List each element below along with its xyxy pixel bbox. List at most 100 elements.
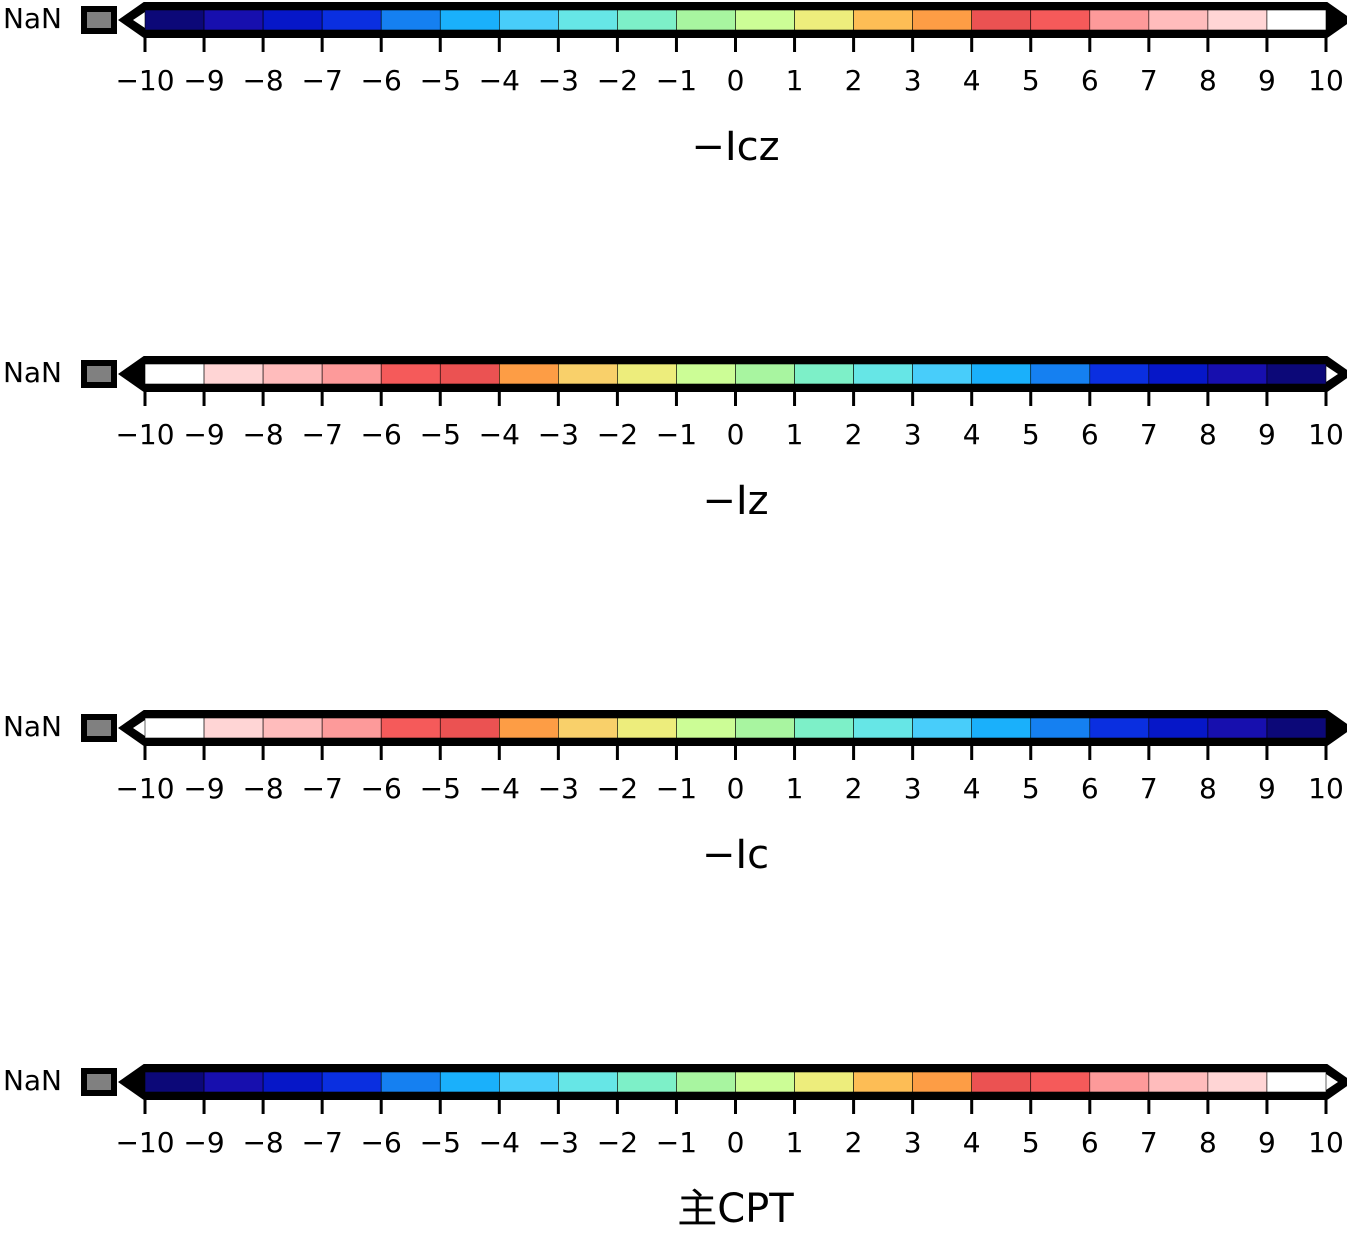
color-cell: [1266, 1071, 1327, 1093]
tick-label: 3: [904, 1126, 922, 1159]
color-cell: [1266, 9, 1327, 31]
color-cell: [735, 363, 795, 385]
right-triangle: [1326, 366, 1338, 382]
tick-label: 4: [963, 64, 981, 97]
color-cell: [676, 1071, 736, 1093]
color-cell: [617, 363, 677, 385]
tick-label: 7: [1140, 772, 1158, 805]
color-cell: [676, 717, 736, 739]
tick-label: 5: [1022, 418, 1040, 451]
color-cell: [1207, 717, 1268, 739]
color-cell: [1148, 9, 1209, 31]
tick-label: −10: [115, 772, 174, 805]
color-cell: [498, 363, 559, 385]
tick-label: 9: [1258, 418, 1276, 451]
tick-label: 6: [1081, 64, 1099, 97]
color-cell: [321, 363, 382, 385]
color-cell: [1207, 363, 1268, 385]
color-cell: [1089, 1071, 1150, 1093]
tick-label: −9: [183, 1126, 224, 1159]
color-cell: [1030, 363, 1091, 385]
left-triangle: [133, 12, 145, 28]
color-cell: [203, 717, 264, 739]
color-cell: [912, 9, 973, 31]
tick-label: −7: [302, 418, 343, 451]
tick-label: −6: [361, 1126, 402, 1159]
tick-label: 7: [1140, 418, 1158, 451]
color-cell: [971, 1071, 1032, 1093]
color-cell: [1266, 717, 1327, 739]
color-cell: [439, 717, 500, 739]
color-cell: [558, 717, 618, 739]
color-cell: [321, 1071, 382, 1093]
color-cell: [1089, 363, 1150, 385]
color-cell: [380, 363, 441, 385]
tick-label: −1: [656, 772, 697, 805]
color-cell: [912, 1071, 973, 1093]
colorbar-title: −Ic: [702, 832, 769, 878]
color-cell: [380, 9, 441, 31]
tick-label: −2: [597, 418, 638, 451]
color-cell: [558, 1071, 618, 1093]
tick-label: 5: [1022, 772, 1040, 805]
tick-label: −5: [420, 64, 461, 97]
tick-label: −4: [479, 64, 520, 97]
color-cell: [144, 363, 205, 385]
color-cell: [1207, 9, 1268, 31]
tick-label: 6: [1081, 1126, 1099, 1159]
tick-label: −2: [597, 772, 638, 805]
nan-label: NaN: [3, 2, 62, 35]
color-cell: [794, 717, 854, 739]
tick-label: −6: [361, 772, 402, 805]
colorbar-3: NaN−10 −9 −8 −7 −6 −5 −4 −3 −2 −1 0 1 2 3 4 5 6 7 8 9 10−Ic: [3, 710, 1347, 878]
colorbar-title: −Iz: [702, 478, 768, 524]
color-cell: [794, 9, 854, 31]
color-cell: [1148, 1071, 1209, 1093]
tick-label: 0: [727, 64, 745, 97]
color-cell: [203, 9, 264, 31]
tick-label: −3: [538, 64, 579, 97]
tick-label: 4: [963, 772, 981, 805]
color-cell: [735, 717, 795, 739]
color-cell: [321, 9, 382, 31]
tick-label: 8: [1199, 1126, 1217, 1159]
tick-label: 9: [1258, 64, 1276, 97]
color-cell: [912, 363, 973, 385]
colorbar-title: 主CPT: [677, 1186, 794, 1232]
tick-label: 6: [1081, 418, 1099, 451]
color-cell: [1148, 363, 1209, 385]
tick-label: 5: [1022, 64, 1040, 97]
tick-label: 3: [904, 64, 922, 97]
tick-label: 4: [963, 1126, 981, 1159]
tick-label: −8: [242, 418, 283, 451]
tick-label: −8: [242, 64, 283, 97]
color-cell: [498, 9, 559, 31]
tick-label: 3: [904, 418, 922, 451]
color-cell: [439, 9, 500, 31]
tick-label: −9: [183, 772, 224, 805]
tick-label: 0: [727, 1126, 745, 1159]
tick-label: −6: [361, 64, 402, 97]
color-cell: [971, 9, 1032, 31]
color-cell: [971, 363, 1032, 385]
left-triangle: [133, 366, 145, 382]
color-cell: [735, 9, 795, 31]
colorbar-title: −Icz: [691, 124, 779, 170]
color-cell: [1030, 717, 1091, 739]
right-triangle: [1326, 1074, 1338, 1090]
tick-label: −6: [361, 418, 402, 451]
tick-label: −5: [420, 1126, 461, 1159]
tick-label: 5: [1022, 1126, 1040, 1159]
color-cell: [144, 1071, 205, 1093]
color-cell: [144, 9, 205, 31]
tick-label: 7: [1140, 64, 1158, 97]
color-cell: [498, 717, 559, 739]
tick-label: 2: [845, 1126, 863, 1159]
tick-label: 2: [845, 418, 863, 451]
tick-label: 3: [904, 772, 922, 805]
color-cell: [735, 1071, 795, 1093]
nan-swatch: [81, 714, 117, 742]
color-cell: [617, 9, 677, 31]
tick-label: 4: [963, 418, 981, 451]
